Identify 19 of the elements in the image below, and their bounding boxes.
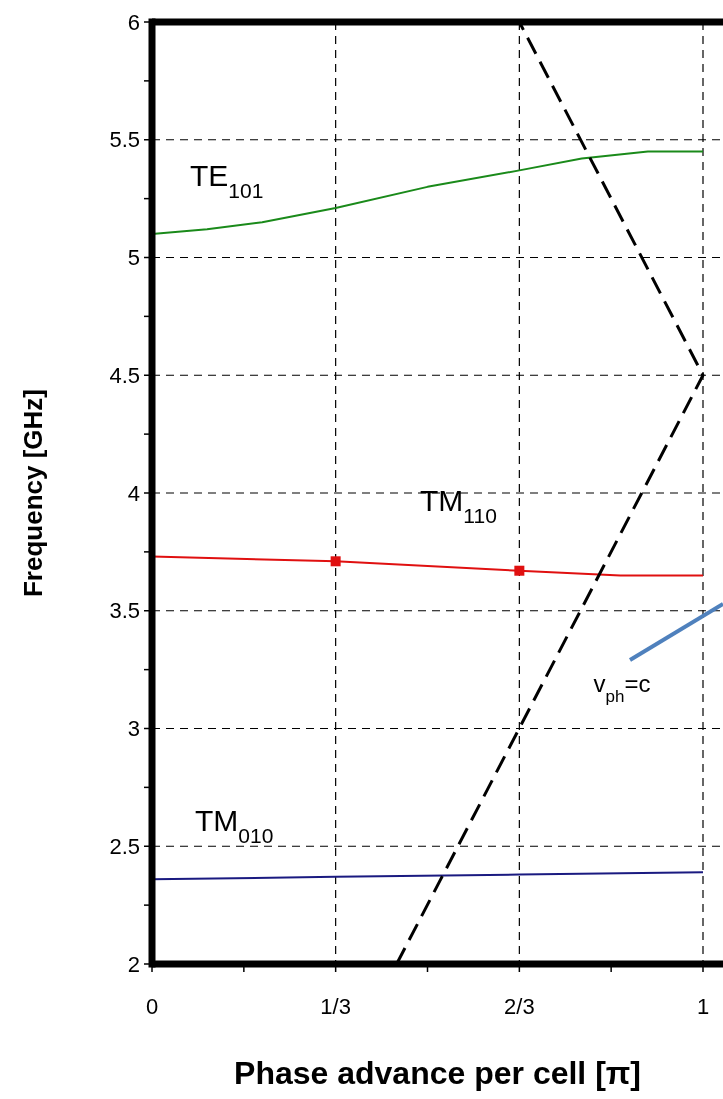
y-tick-label: 6: [127, 9, 140, 35]
y-tick-label: 4: [127, 480, 140, 506]
series-label: TM$_{010}$: [195, 803, 274, 847]
x-tick-label: 0: [145, 994, 159, 1019]
x-axis-title: Phase advance per cell [π]: [234, 1055, 641, 1091]
x-tick-label: 2/3: [504, 994, 535, 1019]
y-tick-label: 3: [127, 716, 140, 742]
y-tick-label: 4.5: [109, 362, 140, 388]
x-tick-label: 1/3: [320, 994, 351, 1019]
y-tick-label: 2: [127, 951, 140, 977]
y-tick-label: 5.5: [109, 127, 140, 153]
y-tick-label: 5: [127, 245, 140, 271]
series-label: TE$_{101}$: [190, 158, 264, 202]
annotation: v$_{ph}$=c: [593, 670, 651, 706]
series-label: TM$_{110}$: [420, 483, 497, 527]
y-axis-title: Frequency [GHz]: [18, 388, 48, 598]
y-tick-label: 2.5: [109, 833, 140, 859]
x-tick-label: 1: [696, 994, 710, 1019]
y-tick-label: 3.5: [109, 598, 140, 624]
